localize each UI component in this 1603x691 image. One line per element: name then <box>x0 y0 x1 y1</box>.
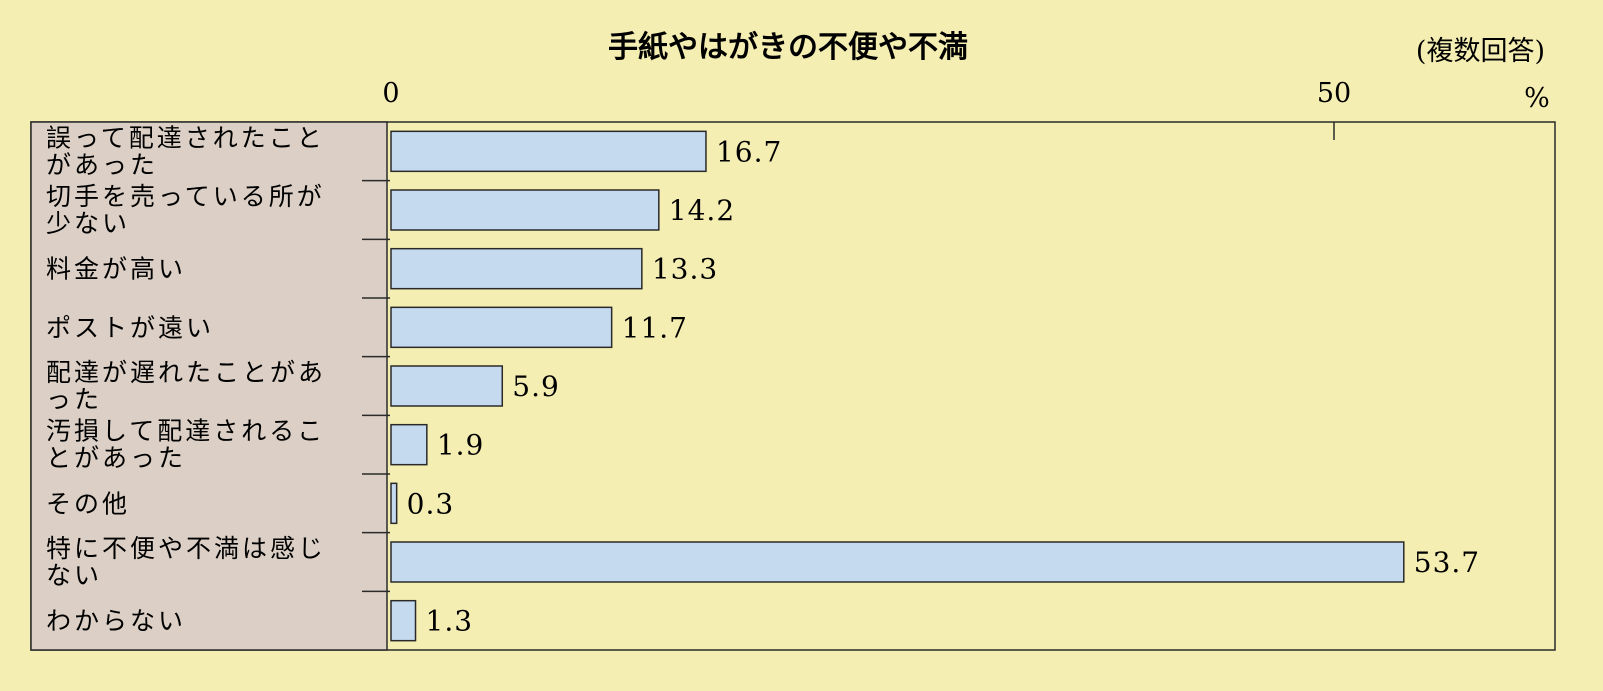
x-tick-label: 0 <box>382 78 399 109</box>
value-labels: 16.7 14.2 13.3 11.7 5.9 1.9 0.3 53.7 1.3 <box>407 135 1480 638</box>
bar <box>390 599 417 642</box>
value-label: 53.7 <box>1414 546 1480 579</box>
value-label: 11.7 <box>622 311 688 344</box>
value-label: 1.9 <box>437 429 485 462</box>
bar <box>390 423 428 466</box>
bar <box>390 541 1405 583</box>
category-label: ポストが遠い <box>46 313 214 342</box>
category-label-line: 配達が遅れたことがあ <box>46 358 326 387</box>
category-label-line: とがあった <box>46 444 186 473</box>
chart-note: (複数回答) <box>1416 36 1545 67</box>
category-label-line: があった <box>46 150 158 179</box>
category-label-line: ない <box>46 561 102 590</box>
category-label: 切手を売っている所が少ない <box>46 182 325 238</box>
category-label-line: 切手を売っている所が <box>46 182 325 211</box>
value-label: 14.2 <box>669 194 735 227</box>
bar <box>390 365 504 407</box>
x-tick-label: 50 <box>1317 78 1351 109</box>
category-ticks <box>362 179 390 593</box>
category-label: 誤って配達されたことがあった <box>46 123 325 179</box>
category-labels: 誤って配達されたことがあった切手を売っている所が少ない料金が高いポストが遠い配達… <box>46 123 326 636</box>
bar <box>390 482 398 525</box>
bar <box>390 306 613 349</box>
x-axis-unit: % <box>1524 83 1550 114</box>
category-label-line: 少ない <box>46 209 130 238</box>
value-label: 1.3 <box>426 605 474 638</box>
bar <box>390 247 643 290</box>
bars <box>390 130 1405 642</box>
bar <box>390 130 707 173</box>
category-label: 料金が高い <box>46 255 186 284</box>
bar <box>390 189 660 231</box>
value-label: 16.7 <box>716 135 782 168</box>
chart-title: 手紙やはがきの不便や不満 <box>608 30 968 65</box>
value-label: 0.3 <box>407 487 455 520</box>
category-label: 配達が遅れたことがあった <box>46 358 326 414</box>
category-label-line: 汚損して配達されるこ <box>46 417 325 446</box>
x-axis-ticks: 0 50 <box>382 78 1351 140</box>
category-label-line: った <box>46 385 102 414</box>
category-label: 汚損して配達されることがあった <box>46 417 325 473</box>
category-label: わからない <box>46 607 186 636</box>
value-label: 13.3 <box>652 253 718 286</box>
category-label: その他 <box>46 489 130 518</box>
category-label-panel <box>30 121 388 651</box>
category-label: 特に不便や不満は感じない <box>46 534 326 590</box>
value-label: 5.9 <box>512 370 560 403</box>
category-label-line: 誤って配達されたこと <box>46 123 325 152</box>
category-label-line: 特に不便や不満は感じ <box>46 534 326 563</box>
